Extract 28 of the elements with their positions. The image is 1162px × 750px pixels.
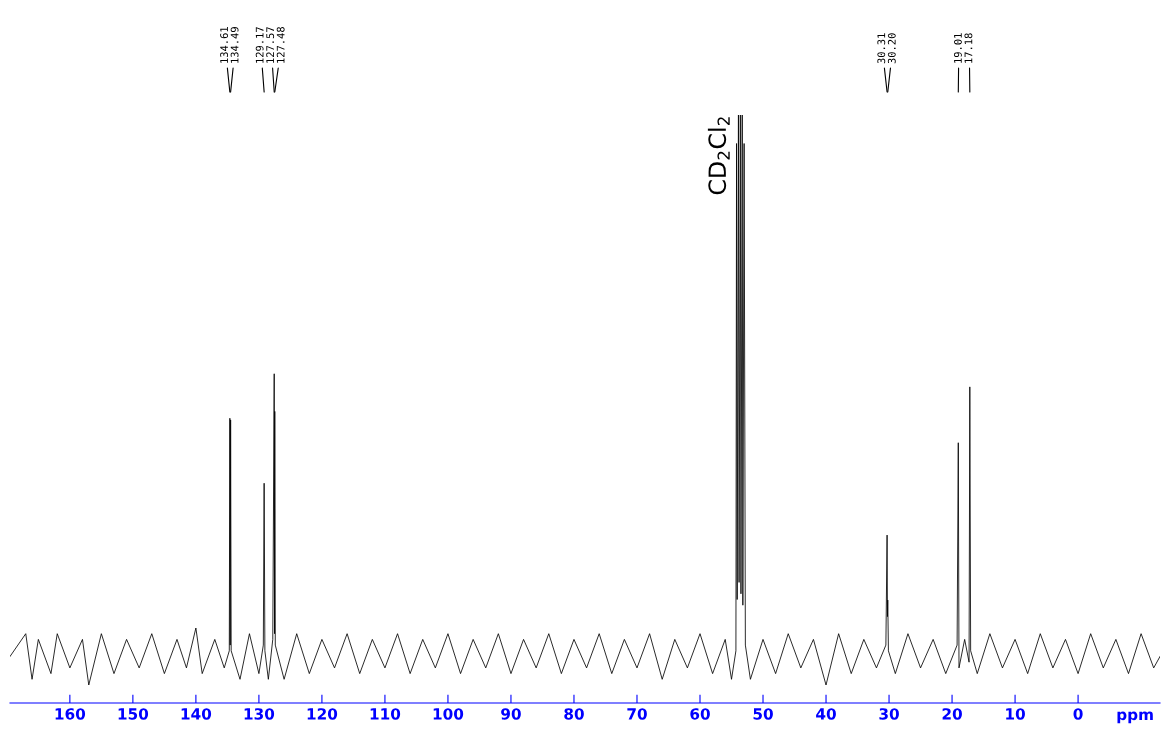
x-tick-label: 90 [501, 708, 521, 720]
x-tick-label: 10 [1006, 708, 1025, 720]
annotation: 134.61 [220, 27, 229, 63]
x-tick-label: 20 [942, 708, 962, 720]
x-tick-label: 40 [816, 708, 836, 720]
x-tick-label: 50 [753, 708, 773, 720]
annotation: 19.01 [953, 33, 962, 63]
x-tick-label: 120 [307, 708, 338, 720]
x-axis-title: ppm [1117, 711, 1153, 724]
annotation: 30.31 [877, 33, 886, 64]
x-tick-label: 110 [370, 708, 401, 720]
x-tick-label: 130 [244, 708, 275, 720]
x-tick-label: 60 [690, 708, 710, 720]
annotation: 17.18 [964, 33, 973, 63]
x-tick-label: 70 [627, 708, 647, 720]
annotation: 134.49 [230, 27, 239, 63]
x-tick-label: 80 [564, 708, 584, 720]
annotation: 129.17 [255, 27, 264, 63]
x-tick-label: 140 [181, 708, 212, 720]
x-tick-label: 30 [879, 708, 899, 720]
annotation: 127.57 [266, 27, 275, 63]
x-tick-label: 0 [1073, 708, 1083, 720]
annotation: 127.48 [276, 27, 285, 63]
annotation: 30.20 [887, 33, 896, 64]
annotation: CD$_{2}$Cl$_{2}$ [707, 117, 730, 195]
x-tick-label: 160 [55, 708, 86, 720]
x-tick-label: 150 [118, 708, 149, 720]
x-tick-label: 100 [433, 708, 464, 720]
